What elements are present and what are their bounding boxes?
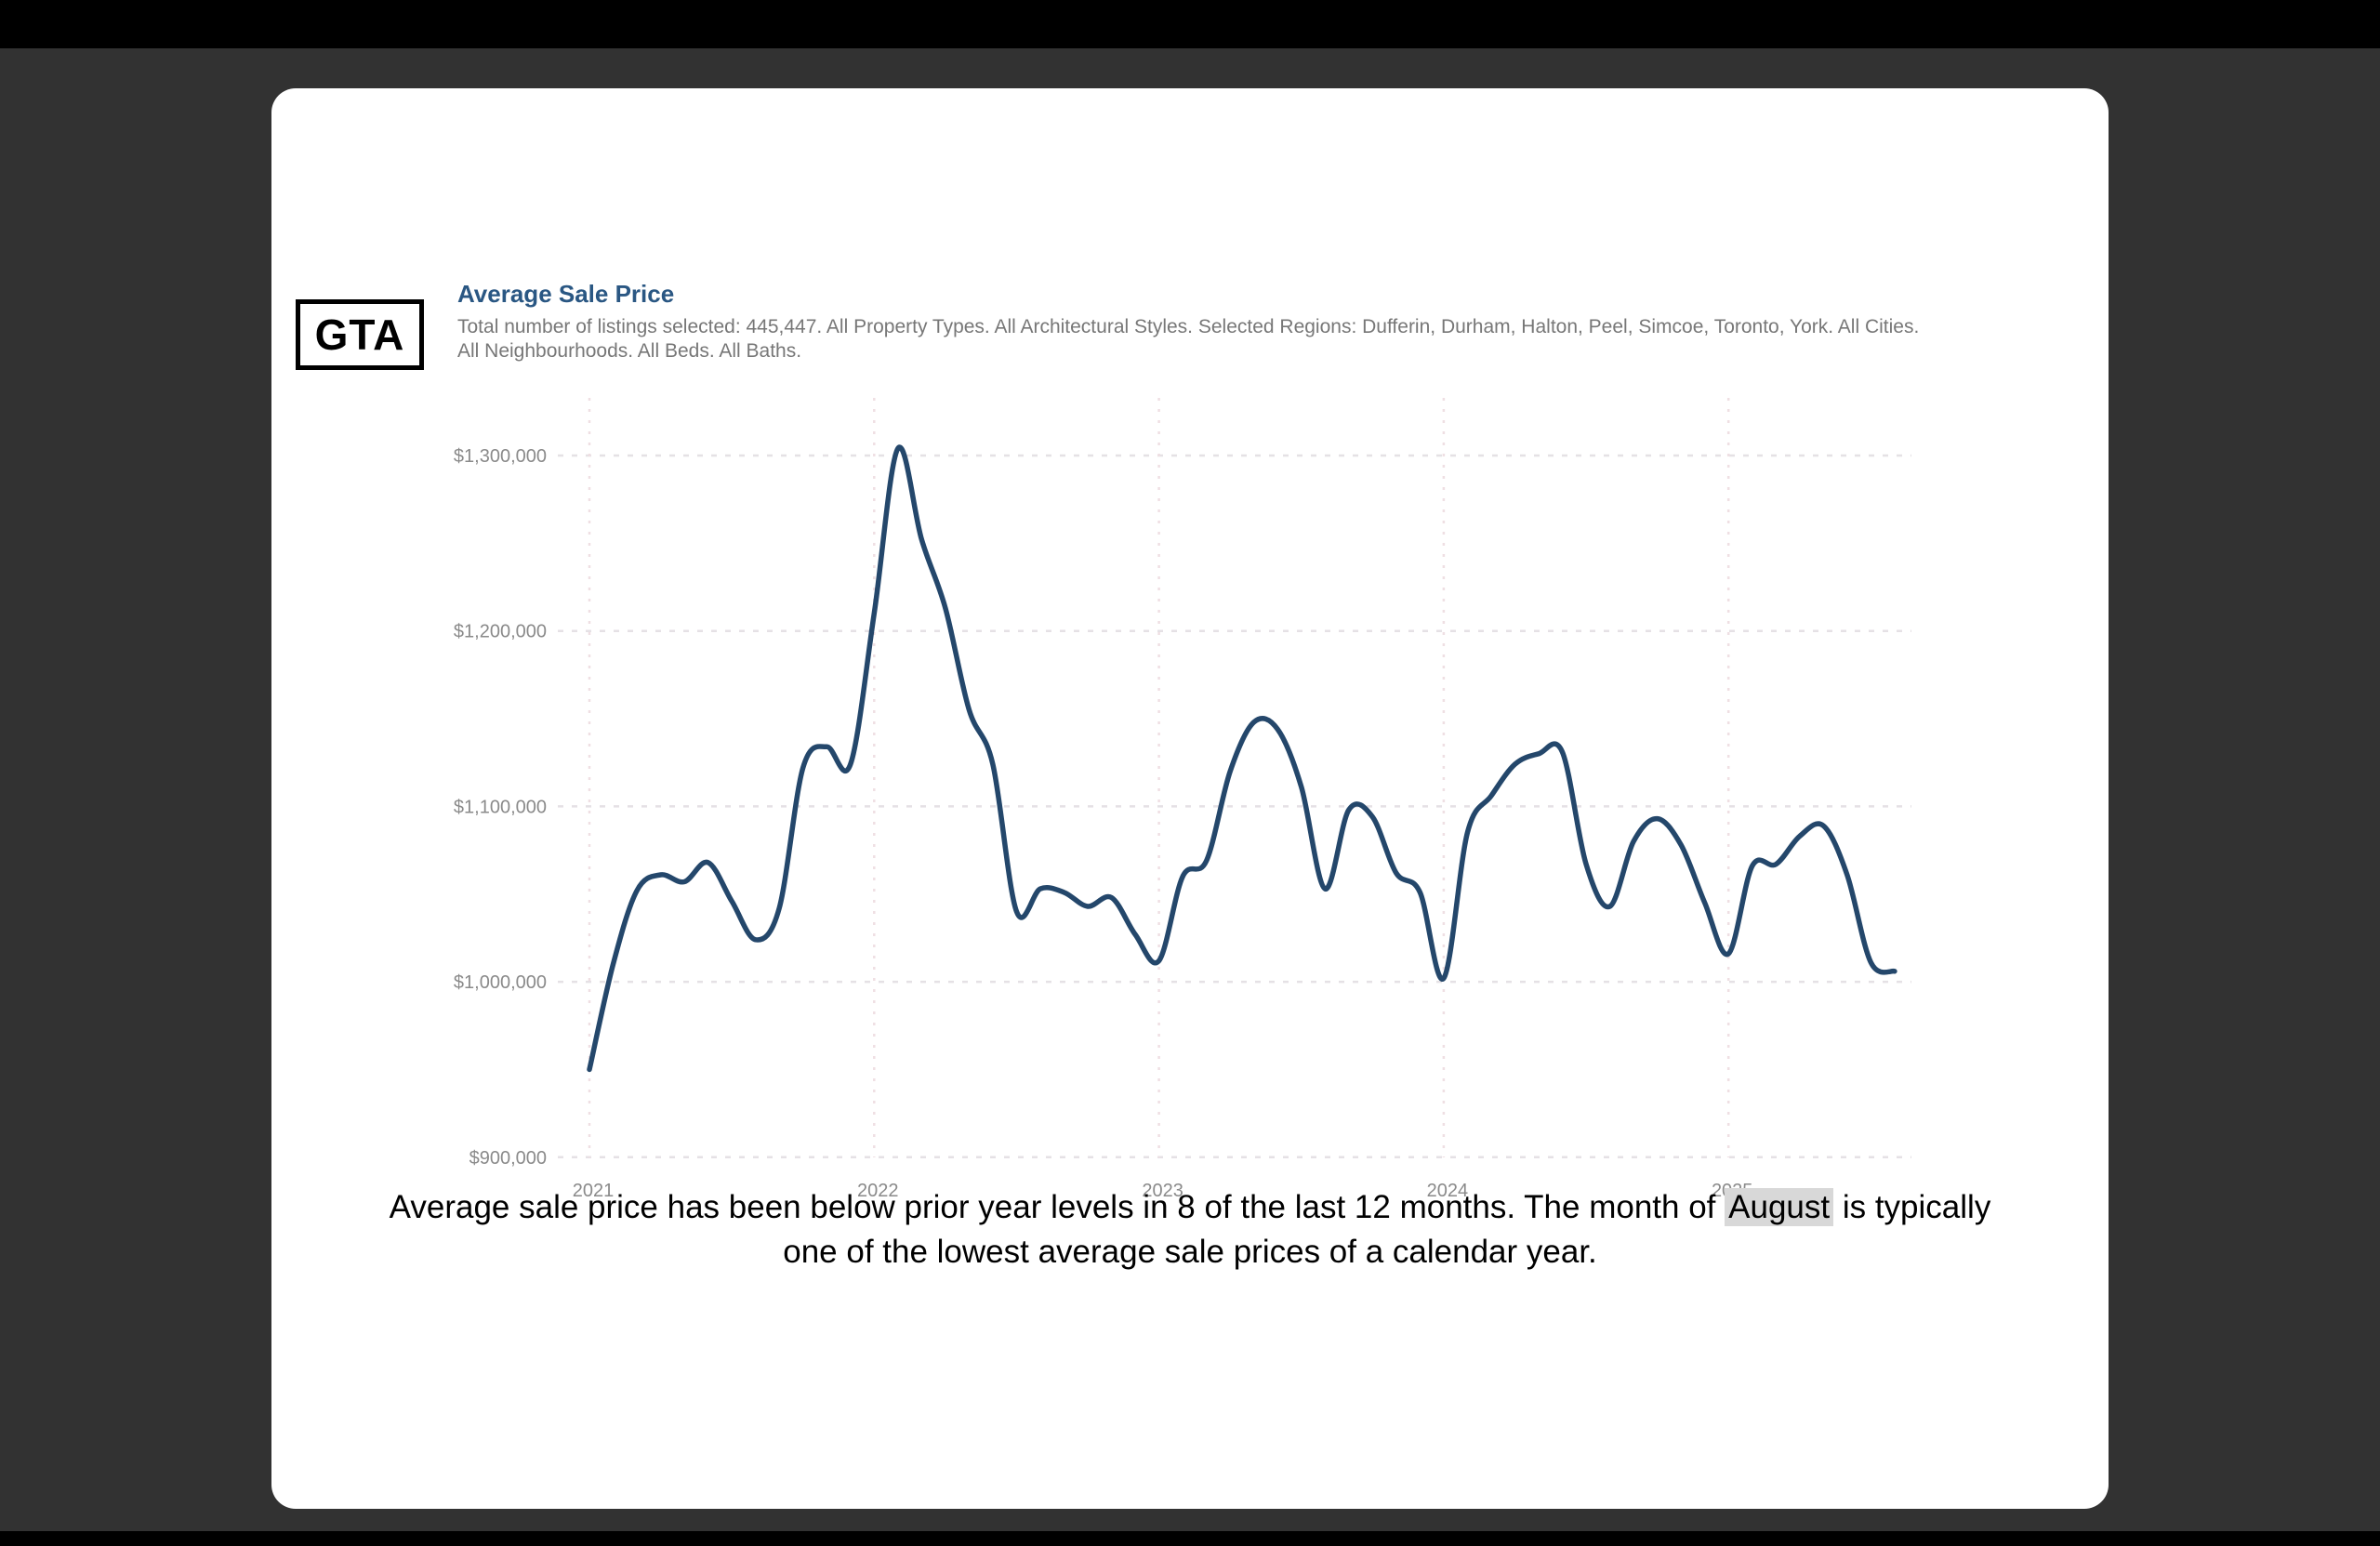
x-axis-tick-label: 2021 [573, 1181, 615, 1201]
chart-title: Average Sale Price [457, 280, 675, 308]
y-axis-tick-label: $1,300,000 [454, 446, 547, 467]
y-axis-tick-label: $1,000,000 [454, 972, 547, 993]
x-axis-tick-label: 2023 [1142, 1181, 1183, 1201]
top-black-bar [0, 0, 2380, 48]
chart-subtitle-line2: All Neighbourhoods. All Beds. All Baths. [457, 340, 802, 362]
region-badge-label: GTA [314, 311, 405, 359]
caption-text: Average sale price has been below prior … [381, 1185, 1999, 1275]
y-axis-tick-label: $1,100,000 [454, 797, 547, 817]
y-axis-tick-label: $900,000 [469, 1148, 547, 1169]
caption-text-pre: Average sale price has been below prior … [389, 1189, 1726, 1225]
region-badge: GTA [296, 299, 424, 370]
average-sale-price-line [587, 444, 1897, 1073]
chart-subtitle: Total number of listings selected: 445,4… [457, 315, 1919, 363]
report-card: GTA Average Sale Price Total number of l… [271, 88, 2109, 1509]
y-axis-tick-label: $1,200,000 [454, 622, 547, 642]
x-axis-tick-label: 2022 [857, 1181, 899, 1201]
price-line-chart: $1,300,000 $1,200,000 $1,100,000 $1,000,000… [454, 398, 1911, 1201]
caption-text-post: is typically one of the lowest average s… [783, 1189, 1991, 1270]
bottom-black-bar [0, 1531, 2380, 1546]
x-axis-tick-label: 2024 [1427, 1181, 1469, 1201]
caption: Average sale price has been below prior … [271, 1185, 2109, 1275]
caption-highlight: August [1725, 1188, 1834, 1226]
chart-subtitle-line1: Total number of listings selected: 445,4… [457, 316, 1920, 337]
